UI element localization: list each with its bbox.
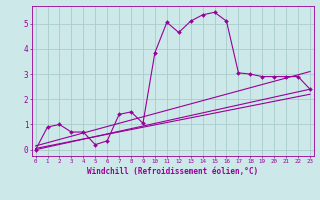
X-axis label: Windchill (Refroidissement éolien,°C): Windchill (Refroidissement éolien,°C) bbox=[87, 167, 258, 176]
